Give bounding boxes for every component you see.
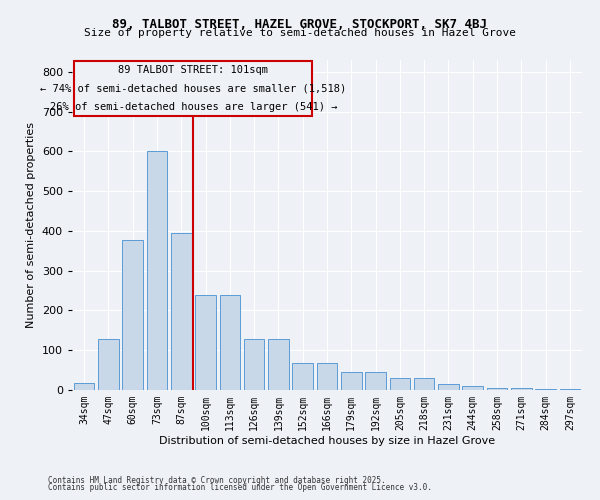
Bar	[146, 152, 167, 390]
Text: 89, TALBOT STREET, HAZEL GROVE, STOCKPORT, SK7 4BJ: 89, TALBOT STREET, HAZEL GROVE, STOCKPOR…	[113, 18, 487, 30]
Text: 26% of semi-detached houses are larger (541) →: 26% of semi-detached houses are larger (…	[50, 102, 337, 112]
Bar	[292, 363, 313, 390]
Text: Contains public sector information licensed under the Open Government Licence v3: Contains public sector information licen…	[48, 484, 432, 492]
Bar	[438, 384, 459, 390]
Bar	[171, 233, 191, 390]
Bar	[122, 240, 143, 390]
Bar	[195, 296, 216, 390]
Bar	[98, 339, 119, 390]
Bar	[244, 339, 265, 390]
Bar	[268, 339, 289, 390]
Y-axis label: Number of semi-detached properties: Number of semi-detached properties	[26, 122, 36, 328]
Bar	[463, 386, 483, 390]
Text: ← 74% of semi-detached houses are smaller (1,518): ← 74% of semi-detached houses are smalle…	[40, 83, 347, 93]
Bar	[487, 388, 508, 390]
X-axis label: Distribution of semi-detached houses by size in Hazel Grove: Distribution of semi-detached houses by …	[159, 436, 495, 446]
Bar	[535, 389, 556, 390]
FancyBboxPatch shape	[74, 61, 313, 116]
Bar	[389, 378, 410, 390]
Bar	[414, 378, 434, 390]
Bar	[560, 389, 580, 390]
Text: Size of property relative to semi-detached houses in Hazel Grove: Size of property relative to semi-detach…	[84, 28, 516, 38]
Bar	[365, 372, 386, 390]
Text: Contains HM Land Registry data © Crown copyright and database right 2025.: Contains HM Land Registry data © Crown c…	[48, 476, 386, 485]
Bar	[341, 372, 362, 390]
Bar	[74, 383, 94, 390]
Text: 89 TALBOT STREET: 101sqm: 89 TALBOT STREET: 101sqm	[118, 65, 268, 75]
Bar	[511, 388, 532, 390]
Bar	[317, 363, 337, 390]
Bar	[220, 296, 240, 390]
